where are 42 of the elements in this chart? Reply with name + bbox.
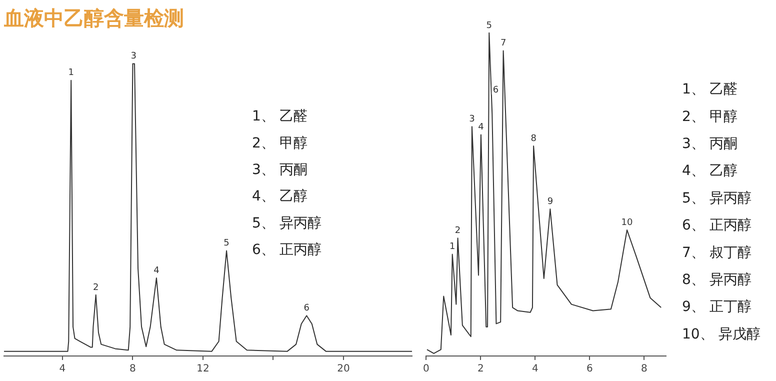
- annotation: 8: [530, 134, 537, 144]
- x-tick-label: 0: [422, 364, 430, 375]
- text: 8、 异丙醇: [682, 272, 752, 288]
- annotation: 4: [154, 266, 160, 276]
- x-tick-label: 8: [641, 364, 648, 375]
- text: 3、 丙酮: [682, 136, 738, 152]
- text: 10、 异戊醇: [682, 326, 760, 342]
- annotation: 5、 异丙醇: [252, 215, 322, 232]
- x-tick-label: 20: [337, 364, 350, 375]
- x-tick-label: 8: [130, 364, 136, 375]
- x-tick-label: 4: [532, 364, 538, 375]
- annotation: 5: [224, 238, 230, 249]
- text: 1、 乙醛: [682, 82, 738, 98]
- text: 9、 正丁醇: [682, 299, 752, 316]
- annotation: 9: [547, 196, 554, 207]
- text: 5、 异丙醇: [682, 190, 752, 206]
- annotation: 2: [92, 282, 99, 293]
- annotation: 5: [486, 20, 492, 31]
- x-tick-label: 2: [478, 364, 484, 375]
- text: 2、 甲醇: [682, 108, 738, 125]
- annotation: 4: [478, 122, 484, 133]
- annotation: 10: [621, 218, 634, 228]
- text: 6、 正丙醇: [682, 218, 752, 234]
- annotation: 6: [304, 304, 310, 314]
- annotation: 4、 乙醇: [252, 188, 308, 205]
- annotation: 6、 正丙醇: [252, 242, 322, 258]
- annotation: 3: [130, 52, 136, 62]
- text: 7、 叔丁醇: [682, 244, 752, 261]
- x-tick-label: 12: [196, 364, 210, 375]
- annotation: 3: [469, 114, 475, 124]
- text: 4、 乙醇: [682, 163, 738, 180]
- annotation: 2: [454, 226, 461, 236]
- annotation: 7: [500, 38, 506, 49]
- annotation: 1、 乙醛: [252, 108, 308, 125]
- x-tick-label: 4: [59, 364, 66, 375]
- annotation: 3、 丙酮: [252, 162, 308, 178]
- annotation: 2、 甲醇: [252, 135, 308, 152]
- annotation: 1: [449, 242, 456, 252]
- annotation: 1: [68, 68, 74, 78]
- annotation: 6: [492, 85, 499, 96]
- chart-title: 血液中乙醇含量检测: [3, 6, 184, 30]
- x-tick-label: 6: [586, 364, 593, 375]
